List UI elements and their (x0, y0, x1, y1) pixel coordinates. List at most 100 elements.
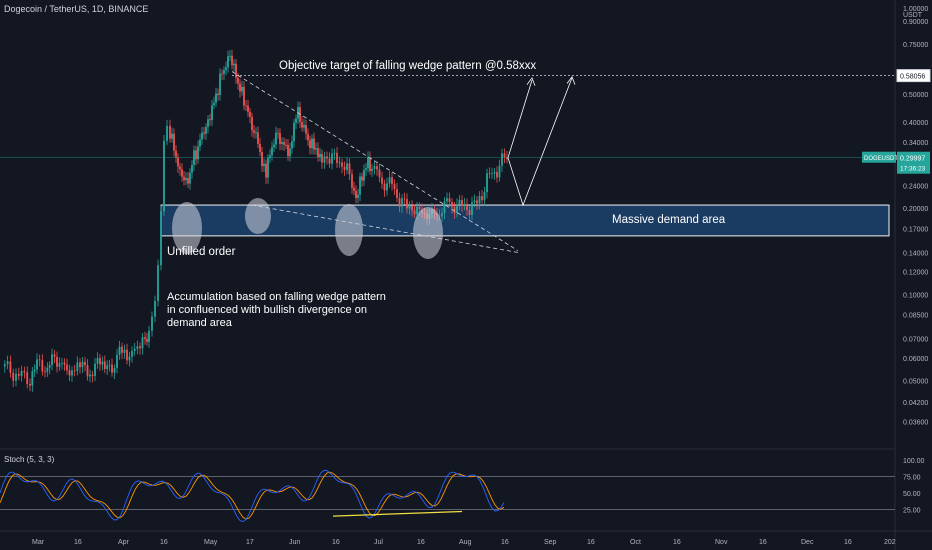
candle-body (215, 93, 217, 103)
projection-arrow-up-1 (507, 79, 533, 158)
time-tick-label: Apr (118, 539, 130, 546)
candle-body (197, 146, 199, 160)
highlight-ellipse (335, 204, 363, 256)
highlight-ellipse (413, 207, 443, 259)
candle-body (357, 194, 359, 199)
candle-body (376, 166, 378, 170)
candle-body (231, 55, 233, 66)
candle-body (203, 132, 205, 134)
candle-body (458, 199, 461, 205)
candle-body (179, 166, 181, 170)
candle-body (486, 173, 488, 193)
candle-body (317, 148, 319, 157)
candle-body (111, 364, 113, 373)
candle-body (227, 56, 229, 68)
candle-body (94, 363, 96, 376)
candle-body (403, 198, 406, 200)
price-tick-label: 0.08500 (903, 313, 928, 320)
candle-body (293, 122, 295, 142)
candle-body (466, 203, 468, 211)
candle-body (136, 346, 139, 349)
candle-body (498, 165, 501, 178)
candle-body (205, 127, 207, 134)
candle-body (171, 133, 173, 139)
candle-body (287, 144, 289, 157)
candle-body (99, 358, 101, 365)
candle-body (255, 132, 257, 134)
candle-body (398, 197, 401, 207)
candle-body (413, 210, 416, 215)
candle-body (241, 86, 243, 92)
time-tick-label: 16 (501, 539, 509, 546)
candle-body (401, 198, 403, 207)
candle-body (91, 374, 94, 376)
candle-body (277, 132, 279, 134)
candle-body (491, 173, 493, 175)
wedge-lower-line (251, 204, 519, 253)
countdown-label: 17:36:23 (900, 166, 926, 173)
candle-body (235, 63, 237, 78)
candle-body (219, 73, 221, 96)
candle-body (20, 370, 23, 376)
candle-body (89, 374, 91, 377)
candle-body (311, 138, 313, 149)
candle-body (369, 157, 371, 171)
stoch-tick-label: 100.00 (903, 458, 925, 465)
candle-body (483, 192, 486, 201)
candle-body (249, 111, 251, 117)
stoch-tick-label: 50.00 (903, 491, 921, 498)
candle-body (381, 177, 383, 184)
demand-area-label: Massive demand area (612, 214, 726, 226)
candle-body (3, 364, 6, 367)
candle-body (446, 198, 448, 202)
price-tick-label: 0.05000 (903, 379, 928, 386)
time-tick-label: Nov (715, 539, 728, 546)
candle-body (181, 169, 183, 177)
time-tick-label: 16 (417, 539, 425, 546)
candle-body (239, 83, 241, 92)
price-tick-label: 0.06000 (903, 356, 928, 363)
accumulation-line-2: in confluenced with bullish divergence o… (167, 304, 367, 316)
candle-body (328, 158, 331, 164)
candle-body (191, 164, 193, 173)
candle-body (351, 174, 353, 188)
candle-body (438, 215, 441, 217)
last-price-tag (897, 151, 930, 174)
candle-body (146, 339, 148, 342)
time-tick-label: 16 (673, 539, 681, 546)
candle-body (348, 163, 351, 175)
price-tick-label: 0.20000 (903, 206, 928, 213)
price-tick-label: 0.07000 (903, 337, 928, 344)
candle-body (271, 147, 273, 156)
candle-body (23, 370, 26, 373)
candle-body (383, 183, 386, 191)
candle-body (468, 210, 471, 215)
candle-body (388, 177, 391, 184)
candle-body (121, 346, 123, 353)
time-tick-label: 202 (884, 539, 896, 546)
price-tick-label: 0.04200 (903, 400, 928, 407)
time-tick-label: May (204, 539, 218, 546)
price-unit-label: USDT (903, 12, 923, 19)
candle-body (263, 163, 265, 167)
candle-body (201, 132, 203, 140)
candle-body (257, 132, 259, 144)
candle-body (113, 368, 116, 373)
candle-body (303, 125, 305, 128)
stoch-d-line (0, 471, 505, 520)
time-tick-label: Aug (459, 539, 472, 546)
price-tick-label: 0.17000 (903, 226, 928, 233)
candle-body (86, 365, 89, 377)
candle-body (73, 370, 76, 372)
candle-body (123, 349, 126, 353)
accumulation-line-3: demand area (167, 317, 232, 329)
candle-body (463, 203, 466, 206)
price-tick-label: 0.90000 (903, 19, 928, 26)
time-tick-label: 16 (759, 539, 767, 546)
candle-body (46, 367, 49, 372)
candle-body (416, 206, 418, 215)
candle-body (53, 354, 56, 357)
candle-body (323, 156, 326, 163)
